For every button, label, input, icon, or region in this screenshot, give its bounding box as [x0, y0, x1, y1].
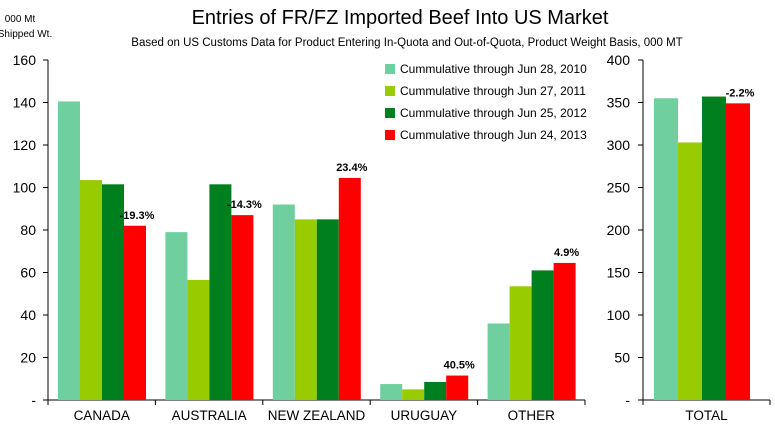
category-label: OTHER [508, 408, 556, 423]
y-unit-line1: 000 Mt [5, 14, 36, 25]
bar [553, 262, 576, 400]
chart-title: Entries of FR/FZ Imported Beef Into US M… [192, 7, 609, 29]
y-tick-label: 350 [607, 95, 631, 111]
left-chart-data-labels: -19.3% -14.3% 23.4% 40.5% 4.9% [120, 162, 580, 372]
bar [531, 270, 554, 400]
y-unit-line2: Shipped Wt. [0, 29, 52, 40]
bar [424, 381, 447, 400]
bar [272, 204, 295, 400]
y-tick-label: 80 [20, 222, 36, 238]
data-label: -2.2% [726, 87, 755, 99]
legend-swatch [385, 130, 395, 140]
y-tick-label: 200 [607, 222, 631, 238]
legend-label: Cummulative through Jun 27, 2011 [400, 84, 586, 98]
bar [124, 225, 146, 400]
left-chart-bars [58, 101, 576, 400]
data-label: -14.3% [227, 199, 262, 211]
bar [702, 96, 726, 401]
y-tick-label: - [625, 392, 630, 408]
bar [402, 389, 425, 400]
category-label: AUSTRALIA [172, 408, 247, 423]
legend-swatch [385, 86, 395, 96]
right-chart-bars [654, 96, 750, 401]
bar [209, 184, 232, 400]
legend-label: Cummulative through Jun 24, 2013 [400, 128, 587, 142]
y-tick-label: 100 [607, 307, 631, 323]
bar [294, 219, 317, 400]
y-tick-label: 40 [20, 307, 36, 323]
chart-subtitle: Based on US Customs Data for Product Ent… [131, 37, 682, 49]
y-tick-label: 160 [13, 52, 37, 68]
y-tick-label: 300 [607, 137, 631, 153]
legend: Cummulative through Jun 28, 2010 Cummulat… [385, 62, 587, 142]
data-label: 4.9% [554, 247, 579, 259]
y-tick-label: 120 [13, 137, 37, 153]
bar [654, 98, 678, 400]
legend-swatch [385, 64, 395, 74]
bar [726, 103, 750, 400]
right-chart-data-labels: -2.2% [726, 87, 755, 99]
data-label: 40.5% [444, 360, 475, 372]
left-chart-axes: - 20 40 60 80 100 120 140 160 CANADA AUSTRALIA NEW … [13, 52, 586, 423]
bar [380, 384, 403, 400]
bar [80, 180, 102, 400]
y-tick-label: - [31, 392, 36, 408]
bar [678, 142, 702, 400]
bar [446, 375, 469, 400]
bar [58, 101, 80, 400]
y-tick-label: 250 [607, 180, 631, 196]
y-tick-label: 20 [20, 350, 36, 366]
category-label: CANADA [74, 408, 130, 423]
bar [102, 184, 124, 400]
bar [316, 219, 339, 400]
bar [338, 177, 361, 400]
y-tick-label: 60 [20, 265, 36, 281]
legend-label: Cummulative through Jun 25, 2012 [400, 106, 587, 120]
bar [509, 286, 532, 400]
y-tick-label: 140 [13, 95, 37, 111]
legend-swatch [385, 108, 395, 118]
y-tick-label: 50 [614, 350, 630, 366]
category-label: TOTAL [685, 408, 728, 423]
bar [187, 279, 210, 400]
category-label: NEW ZEALAND [268, 408, 366, 423]
bar [165, 232, 188, 400]
y-tick-label: 100 [13, 180, 37, 196]
legend-label: Cummulative through Jun 28, 2010 [400, 62, 587, 76]
category-label: URUGUAY [391, 408, 458, 423]
bar [231, 215, 254, 400]
y-tick-label: 400 [607, 52, 631, 68]
y-tick-label: 150 [607, 265, 631, 281]
data-label: -19.3% [120, 210, 155, 222]
data-label: 23.4% [336, 162, 367, 174]
bar [487, 323, 510, 400]
